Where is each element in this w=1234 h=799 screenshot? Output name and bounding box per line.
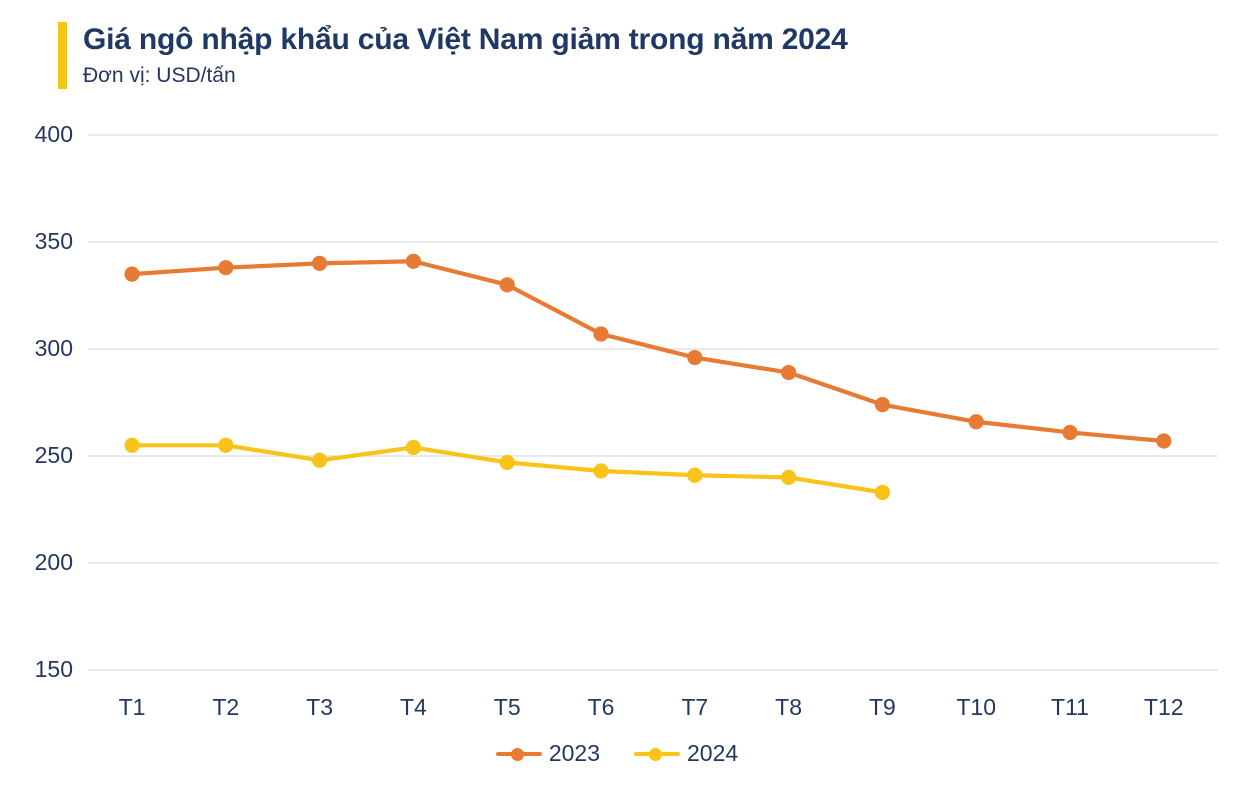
data-point-2023[interactable] xyxy=(124,266,140,282)
y-axis-tick-label: 400 xyxy=(35,121,73,147)
y-axis-tick-label: 350 xyxy=(35,228,73,254)
y-axis-tick-labels: 150 200 250 300 350 400 xyxy=(35,121,73,682)
data-point-2023[interactable] xyxy=(499,277,515,293)
legend-label: 2023 xyxy=(548,740,600,766)
data-point-2024[interactable] xyxy=(312,452,328,468)
x-axis-tick-label: T10 xyxy=(956,694,996,720)
data-point-2024[interactable] xyxy=(781,469,797,485)
x-axis-tick-label: T4 xyxy=(400,694,427,720)
chart-header: Giá ngô nhập khẩu của Việt Nam giảm tron… xyxy=(58,22,848,90)
x-axis-tick-label: T6 xyxy=(588,694,615,720)
x-axis-tick-label: T7 xyxy=(681,694,708,720)
data-point-2023[interactable] xyxy=(218,260,234,276)
y-axis-tick-label: 150 xyxy=(35,656,73,682)
data-point-2023[interactable] xyxy=(1062,424,1078,441)
series-lines-group xyxy=(129,259,1166,495)
data-point-2024[interactable] xyxy=(687,467,703,483)
legend-marker-icon xyxy=(495,745,542,763)
data-point-2023[interactable] xyxy=(874,397,891,413)
y-axis-tick-label: 200 xyxy=(35,549,73,575)
data-point-2023[interactable] xyxy=(405,253,421,269)
x-axis-tick-label: T2 xyxy=(212,694,239,720)
series-line-2023 xyxy=(129,259,1166,444)
data-point-2024[interactable] xyxy=(124,437,140,453)
chart-legend: 2023 2024 xyxy=(0,742,1234,765)
data-point-2024[interactable] xyxy=(405,439,421,456)
chart-subtitle: Đơn vị: USD/tấn xyxy=(83,64,236,87)
gridlines-group xyxy=(88,134,1218,671)
x-axis-tick-label: T5 xyxy=(494,694,521,720)
x-axis-tick-label: T9 xyxy=(869,694,896,720)
data-point-2023[interactable] xyxy=(781,364,797,381)
data-point-2023[interactable] xyxy=(593,326,609,342)
legend-item-2024[interactable]: 2024 xyxy=(634,742,738,765)
x-axis-tick-label: T3 xyxy=(306,694,333,720)
y-axis-tick-label: 250 xyxy=(35,442,73,468)
legend-marker-icon xyxy=(634,745,680,763)
data-point-2023[interactable] xyxy=(312,255,328,271)
x-axis-tick-label: T8 xyxy=(775,694,802,720)
data-point-2023[interactable] xyxy=(1156,433,1172,449)
data-point-2023[interactable] xyxy=(968,414,984,430)
accent-bar xyxy=(58,22,67,90)
x-axis-tick-label: T1 xyxy=(119,694,146,720)
page-title: Giá ngô nhập khẩu của Việt Nam giảm tron… xyxy=(83,23,848,56)
data-point-2023[interactable] xyxy=(687,349,703,366)
data-point-2024[interactable] xyxy=(499,454,515,471)
y-axis-tick-label: 300 xyxy=(35,335,73,361)
header-text-block: Giá ngô nhập khẩu của Việt Nam giảm tron… xyxy=(83,22,848,89)
legend-item-2023[interactable]: 2023 xyxy=(495,740,600,766)
series-points-group xyxy=(124,253,1172,500)
data-point-2024[interactable] xyxy=(874,484,891,500)
legend-label: 2024 xyxy=(687,740,739,766)
data-point-2024[interactable] xyxy=(218,437,234,453)
x-axis-tick-label: T12 xyxy=(1144,694,1184,720)
data-point-2024[interactable] xyxy=(593,463,609,479)
x-axis-tick-labels: T1 T2 T3 T4 T5 T6 T7 T8 T9 T10 T11 T12 xyxy=(119,694,1184,720)
x-axis-tick-label: T11 xyxy=(1051,694,1089,720)
